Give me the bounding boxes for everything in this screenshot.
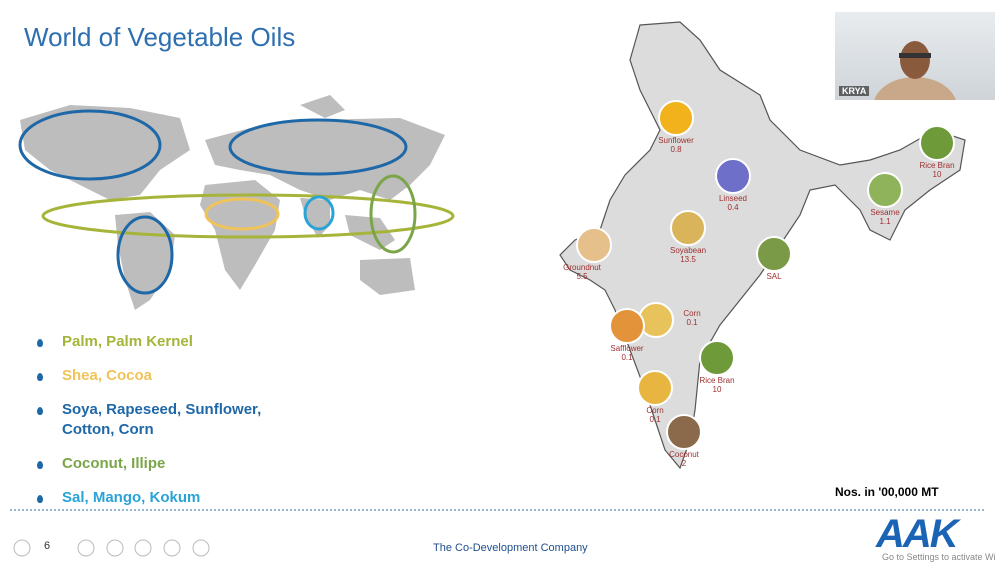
- footer-text: The Co-Development Company: [433, 542, 588, 554]
- oil-image: [639, 303, 673, 337]
- region-item: Soya, Rapeseed, Sunflower, Cotton, Corn: [32, 400, 302, 440]
- oil-name: SAL: [766, 272, 782, 281]
- oil-image: [716, 159, 750, 193]
- oil-value: 5.5: [576, 272, 588, 281]
- region-item: Palm, Palm Kernel: [32, 332, 302, 352]
- region-item: Sal, Mango, Kokum: [32, 488, 302, 508]
- oil-name: Soyabean: [670, 246, 706, 255]
- oil-image: [667, 415, 701, 449]
- oil-name: Safflower: [610, 344, 644, 353]
- oil-image: [920, 126, 954, 160]
- oil-image: [659, 101, 693, 135]
- oil-image: [577, 228, 611, 262]
- oil-image: [638, 371, 672, 405]
- oil-name: Sunflower: [658, 136, 694, 145]
- oil-value: 1.1: [879, 217, 891, 226]
- oil-image: [671, 211, 705, 245]
- oil-name: Rice Bran: [699, 376, 734, 385]
- oil-value: 0.1: [649, 415, 661, 424]
- oil-name: Rice Bran: [919, 161, 954, 170]
- oil-value: 0.8: [670, 145, 682, 154]
- oil-value: 0.4: [727, 203, 739, 212]
- oil-image: [757, 237, 791, 271]
- oil-value: 2: [682, 459, 687, 468]
- oil-image: [868, 173, 902, 207]
- oil-value: 0.1: [686, 318, 698, 327]
- oil-name: Corn: [646, 406, 663, 415]
- oil-value: 13.5: [680, 255, 696, 264]
- oil-image: [700, 341, 734, 375]
- region-list: Palm, Palm Kernel Shea, Cocoa Soya, Rapese…: [32, 332, 302, 522]
- watermark: Go to Settings to activate Wi: [882, 552, 995, 562]
- oil-name: Coconut: [669, 450, 700, 459]
- oil-image: [610, 309, 644, 343]
- oil-value: 10: [713, 385, 722, 394]
- page-number: 6: [44, 540, 50, 552]
- region-item: Coconut, Illipe: [32, 454, 302, 474]
- slide-title: World of Vegetable Oils: [24, 22, 295, 53]
- oil-value: 0.1: [621, 353, 633, 362]
- video-tile: KRYA: [835, 12, 995, 100]
- oil-name: Corn: [683, 309, 700, 318]
- region-item: Shea, Cocoa: [32, 366, 302, 386]
- logo: AAK: [876, 512, 957, 557]
- participant-name: KRYA: [839, 86, 869, 96]
- oil-name: Groundnut: [563, 263, 602, 272]
- oil-name: Linseed: [719, 194, 747, 203]
- oil-name: Sesame: [870, 208, 900, 217]
- oil-value: 10: [933, 170, 942, 179]
- slide-screen: Sunflower0.8Linseed0.4Rice Bran10Sesame1…: [0, 0, 995, 565]
- unit-note: Nos. in '00,000 MT: [835, 485, 939, 499]
